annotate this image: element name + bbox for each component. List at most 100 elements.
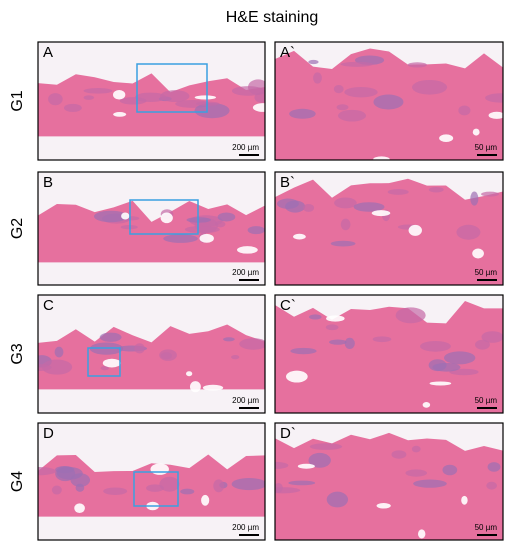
micrograph: B` 50 µm bbox=[274, 171, 504, 286]
lacuna bbox=[150, 463, 169, 475]
cell-cluster bbox=[458, 105, 471, 116]
lacuna bbox=[439, 134, 454, 142]
cell-cluster bbox=[329, 339, 347, 345]
tissue bbox=[275, 172, 503, 285]
scale-label: 50 µm bbox=[475, 268, 498, 277]
panel-frame bbox=[274, 422, 504, 541]
lacuna bbox=[74, 503, 85, 513]
cell-cluster bbox=[486, 481, 497, 490]
cell-cluster bbox=[160, 352, 173, 360]
cell-cluster bbox=[405, 469, 428, 477]
scale-label: 200 µm bbox=[232, 523, 259, 532]
lacuna bbox=[297, 463, 315, 469]
panel-letter: A` bbox=[280, 44, 295, 61]
cell-cluster bbox=[163, 234, 198, 243]
cell-cluster bbox=[456, 224, 481, 240]
lacuna bbox=[199, 233, 214, 243]
cell-cluster bbox=[336, 104, 349, 111]
cell-cluster bbox=[38, 466, 57, 476]
cell-cluster bbox=[214, 220, 226, 228]
micrograph: C 200 µm bbox=[37, 294, 266, 414]
cell-cluster bbox=[325, 324, 339, 331]
cell-cluster bbox=[275, 482, 283, 493]
cell-cluster bbox=[231, 478, 265, 491]
cell-cluster bbox=[309, 443, 343, 450]
cell-cluster bbox=[75, 483, 85, 492]
lacuna bbox=[488, 111, 503, 119]
bone bbox=[38, 324, 265, 390]
row-label: G3 bbox=[9, 343, 26, 364]
cell-cluster bbox=[38, 363, 52, 371]
highlight-box bbox=[129, 199, 199, 235]
cell-cluster bbox=[353, 202, 385, 212]
micrograph: D 200 µm bbox=[37, 422, 266, 541]
lacuna bbox=[293, 233, 306, 240]
cell-cluster bbox=[485, 93, 503, 103]
lacuna bbox=[202, 384, 224, 391]
lacuna bbox=[102, 358, 121, 368]
panel-frame bbox=[274, 294, 504, 414]
lacuna bbox=[286, 370, 308, 383]
cell-cluster bbox=[288, 480, 316, 486]
cell-cluster bbox=[213, 479, 225, 493]
cell-cluster bbox=[411, 445, 421, 453]
lacuna bbox=[422, 402, 431, 408]
tissue bbox=[38, 295, 265, 413]
cell-cluster bbox=[372, 336, 392, 343]
lacuna bbox=[252, 103, 265, 112]
cell-cluster bbox=[407, 62, 427, 68]
cell-cluster bbox=[239, 338, 265, 350]
row-label: G4 bbox=[9, 471, 26, 492]
lacuna bbox=[113, 112, 127, 117]
highlight-box bbox=[133, 471, 179, 507]
cell-cluster bbox=[194, 103, 230, 119]
cell-cluster bbox=[63, 103, 82, 113]
cell-cluster bbox=[289, 108, 316, 119]
micrograph: D` 50 µm bbox=[274, 422, 504, 541]
cell-cluster bbox=[337, 109, 367, 122]
scale-label: 200 µm bbox=[232, 143, 259, 152]
cell-cluster bbox=[100, 365, 110, 371]
cell-cluster bbox=[41, 359, 73, 375]
cell-cluster bbox=[56, 467, 83, 480]
cell-cluster bbox=[413, 479, 447, 488]
cell-cluster bbox=[481, 331, 503, 343]
figure-title: H&E staining bbox=[226, 9, 319, 26]
cell-cluster bbox=[231, 86, 265, 96]
highlight-box bbox=[136, 63, 208, 113]
cell-cluster bbox=[160, 90, 190, 103]
panel-frame bbox=[37, 171, 266, 286]
lacuna bbox=[113, 89, 126, 100]
cell-cluster bbox=[93, 210, 128, 223]
tissue bbox=[275, 42, 503, 160]
cell-cluster bbox=[48, 93, 63, 106]
cell-cluster bbox=[134, 343, 145, 354]
panel-frame bbox=[274, 41, 504, 161]
panel-letter: B` bbox=[280, 174, 295, 191]
micrograph: C` 50 µm bbox=[274, 294, 504, 414]
cell-cluster bbox=[330, 240, 356, 247]
cell-cluster bbox=[487, 462, 501, 472]
cell-cluster bbox=[428, 186, 444, 193]
panel-frame bbox=[274, 171, 504, 286]
cell-cluster bbox=[313, 72, 322, 84]
cell-cluster bbox=[391, 450, 407, 459]
cell-cluster bbox=[134, 92, 167, 102]
cell-cluster bbox=[54, 346, 64, 358]
cell-cluster bbox=[231, 355, 240, 360]
panel-letter: B bbox=[43, 174, 53, 191]
cell-cluster bbox=[276, 198, 299, 209]
cell-cluster bbox=[387, 189, 409, 195]
lacuna bbox=[373, 156, 390, 160]
cell-cluster bbox=[474, 339, 490, 350]
cell-cluster bbox=[442, 464, 458, 476]
cell-cluster bbox=[470, 191, 479, 206]
cell-cluster bbox=[420, 340, 451, 352]
panel-letter: A bbox=[43, 44, 53, 61]
cell-cluster bbox=[51, 485, 62, 495]
scale-label: 200 µm bbox=[232, 396, 259, 405]
panel-frame bbox=[37, 41, 266, 161]
cell-cluster bbox=[481, 191, 499, 197]
bone bbox=[275, 432, 503, 540]
cell-cluster bbox=[83, 88, 113, 94]
